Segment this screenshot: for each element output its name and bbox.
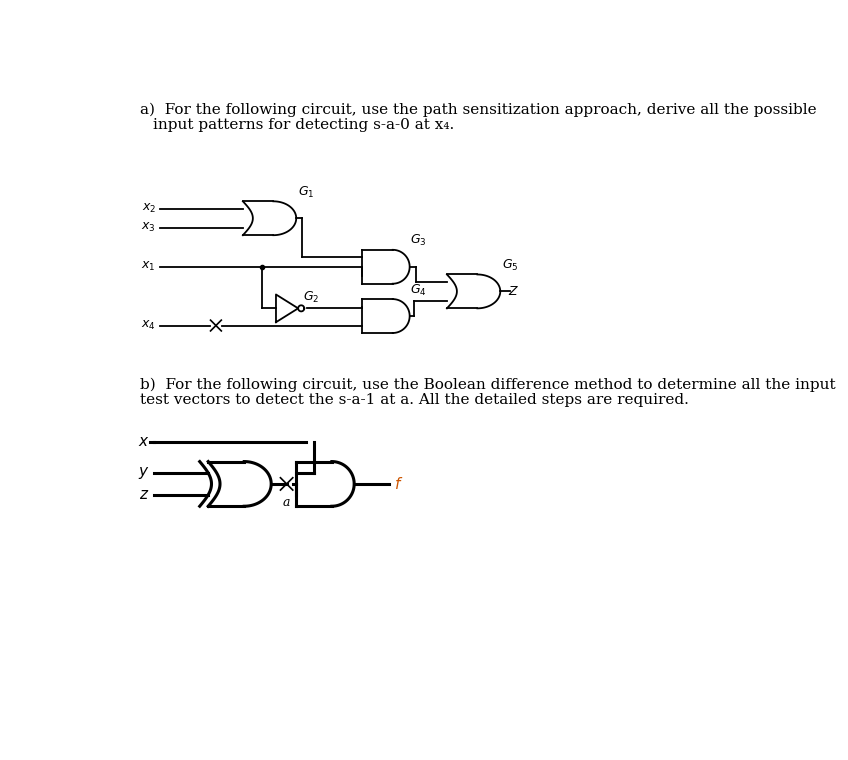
Text: test vectors to detect the s-a-1 at a. All the detailed steps are required.: test vectors to detect the s-a-1 at a. A… <box>141 393 689 407</box>
Text: a: a <box>283 496 290 509</box>
Text: $y$: $y$ <box>138 464 150 481</box>
Text: $Z$: $Z$ <box>508 285 519 298</box>
Text: $f$: $f$ <box>394 476 404 492</box>
Text: $x_4$: $x_4$ <box>141 319 156 332</box>
Text: $G_2$: $G_2$ <box>303 290 319 306</box>
Text: $x_2$: $x_2$ <box>142 202 156 215</box>
Text: $G_5$: $G_5$ <box>502 258 518 273</box>
Text: a)  For the following circuit, use the path sensitization approach, derive all t: a) For the following circuit, use the pa… <box>141 103 817 117</box>
Text: $x_1$: $x_1$ <box>142 260 156 274</box>
Text: input patterns for detecting s-a-0 at x₄.: input patterns for detecting s-a-0 at x₄… <box>153 118 454 132</box>
Text: $x_3$: $x_3$ <box>142 221 156 234</box>
Text: $z$: $z$ <box>139 488 150 502</box>
Text: $G_1$: $G_1$ <box>298 185 315 200</box>
Text: $G_3$: $G_3$ <box>410 233 427 249</box>
Text: b)  For the following circuit, use the Boolean difference method to determine al: b) For the following circuit, use the Bo… <box>141 378 836 392</box>
Text: $x$: $x$ <box>138 435 150 448</box>
Text: $G_4$: $G_4$ <box>410 283 427 298</box>
